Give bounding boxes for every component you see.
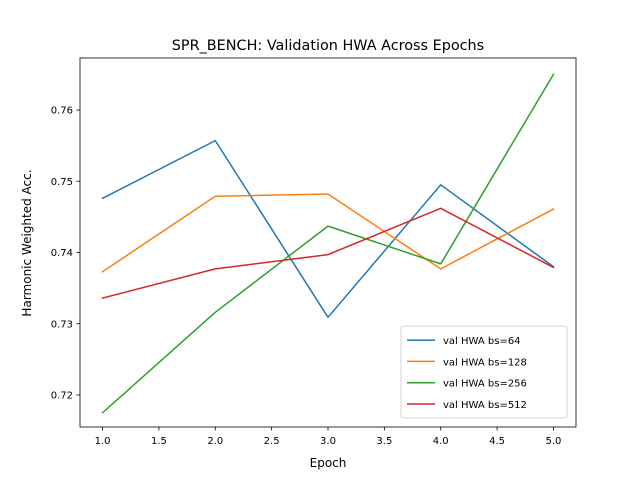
plot-area: [79, 57, 577, 428]
series-line-4: [101, 207, 555, 299]
x-tick-label: 4.0: [433, 436, 449, 447]
legend-box: [400, 325, 568, 419]
y-tick-label: 0.76: [51, 106, 73, 117]
x-tick-label: 2.5: [264, 436, 280, 447]
legend-label-1: val HWA bs=64: [443, 336, 521, 347]
legend: val HWA bs=64 val HWA bs=128 val HWA bs=25…: [400, 325, 568, 419]
y-tick-label: 0.72: [51, 391, 73, 402]
y-tick-label: 0.73: [51, 319, 73, 330]
x-tick-label: 1.5: [151, 436, 167, 447]
x-tick-label: 3.0: [320, 436, 336, 447]
legend-label-2: val HWA bs=128: [443, 357, 527, 368]
x-axis-label: Epoch: [310, 456, 347, 470]
x-tick-label: 3.5: [376, 436, 392, 447]
x-axis: 1.0 1.5 2.0 2.5 3.0 3.5 4.0 4.5 5.0: [95, 427, 562, 447]
series-line-3: [101, 73, 555, 414]
x-tick-label: 5.0: [546, 436, 562, 447]
y-axis: 0.72 0.73 0.74 0.75 0.76: [51, 106, 80, 402]
x-tick-label: 2.0: [207, 436, 223, 447]
legend-label-4: val HWA bs=512: [443, 400, 527, 411]
chart-title: SPR_BENCH: Validation HWA Across Epochs: [172, 38, 484, 54]
y-tick-label: 0.74: [51, 248, 73, 259]
x-tick-label: 1.0: [95, 436, 111, 447]
y-tick-label: 0.75: [51, 177, 73, 188]
series-line-1: [101, 139, 555, 319]
x-tick-label: 4.5: [489, 436, 505, 447]
series-line-2: [101, 193, 555, 273]
y-axis-label: Harmonic Weighted Acc.: [20, 169, 34, 316]
legend-label-3: val HWA bs=256: [443, 379, 527, 390]
